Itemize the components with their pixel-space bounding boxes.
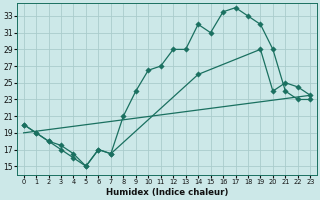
X-axis label: Humidex (Indice chaleur): Humidex (Indice chaleur) — [106, 188, 228, 197]
